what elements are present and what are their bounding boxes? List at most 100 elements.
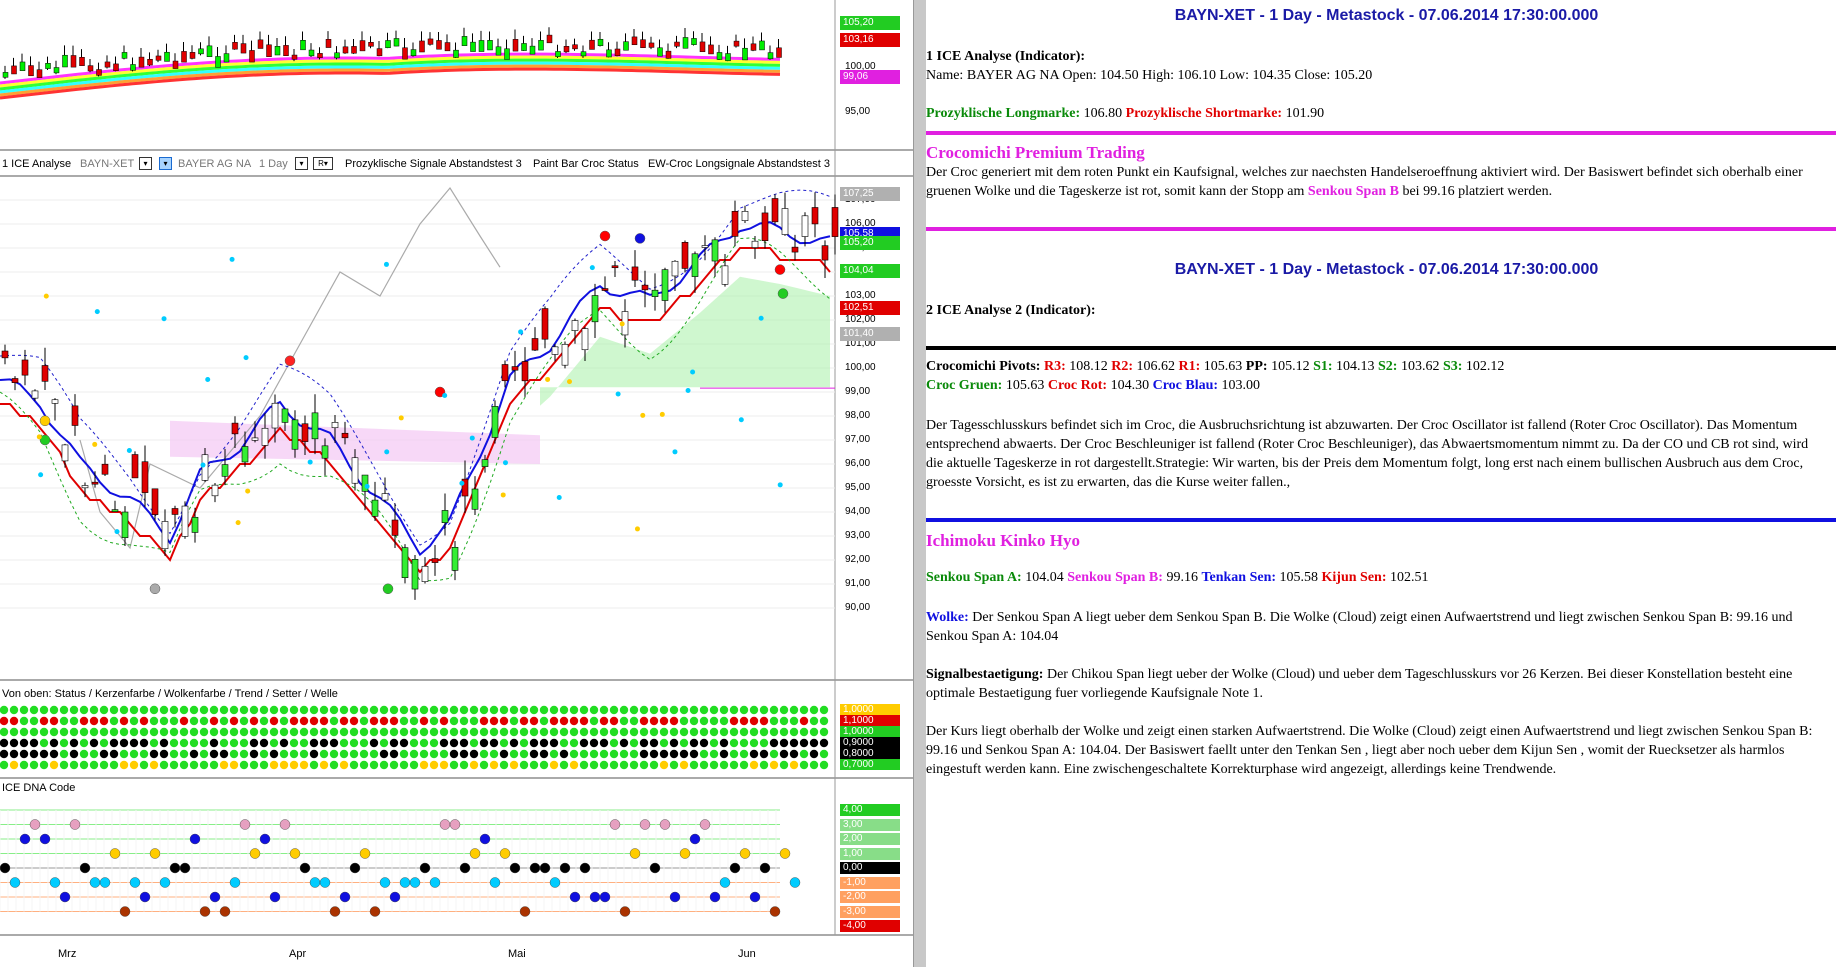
status-dot xyxy=(649,749,659,759)
candle-body xyxy=(331,422,339,429)
symbol-label[interactable]: BAYN-XET xyxy=(80,158,135,170)
candle-body xyxy=(359,40,366,52)
candle-body xyxy=(821,245,829,261)
signal-marker xyxy=(502,460,508,466)
status-dot xyxy=(369,727,379,737)
status-dot xyxy=(649,727,659,737)
status-dot xyxy=(579,727,589,737)
status-dot xyxy=(789,738,799,748)
range-button[interactable]: R▾ xyxy=(313,157,333,170)
signal-marker xyxy=(589,265,595,271)
candle-body xyxy=(682,37,689,49)
status-dot xyxy=(579,749,589,759)
status-dot xyxy=(649,738,659,748)
status-dot xyxy=(299,738,309,748)
status-dot xyxy=(529,727,539,737)
status-dot xyxy=(489,705,499,715)
price-axis-label: 93,00 xyxy=(845,530,871,541)
status-dot xyxy=(599,705,609,715)
candle-body xyxy=(274,46,281,56)
status-dot xyxy=(229,727,239,737)
status-dot xyxy=(249,727,259,737)
dna-dot xyxy=(179,862,191,874)
status-dot xyxy=(359,716,369,726)
status-dot xyxy=(9,749,19,759)
status-dot xyxy=(559,738,569,748)
status-dot xyxy=(349,727,359,737)
candle-body xyxy=(62,54,68,68)
status-dot xyxy=(619,760,629,770)
dna-dot xyxy=(369,906,381,917)
candle-body xyxy=(751,240,759,248)
candle-body xyxy=(361,474,369,492)
candle-body xyxy=(571,320,579,331)
status-dot xyxy=(69,749,79,759)
pane-splitter[interactable] xyxy=(913,0,927,967)
status-dot xyxy=(429,760,439,770)
candle-body xyxy=(101,463,109,475)
status-dot xyxy=(159,738,169,748)
status-dot xyxy=(289,716,299,726)
status-dot xyxy=(729,705,739,715)
status-dot xyxy=(429,705,439,715)
status-dot xyxy=(289,705,299,715)
indicator-prozyklische[interactable]: Prozyklische Signale Abstandstest 3 xyxy=(345,158,522,170)
status-dot xyxy=(0,738,9,748)
candle-body xyxy=(551,346,559,355)
chart-area[interactable]: 105,20 103,16 100,00 99,06 95,00 1 ICE A… xyxy=(0,0,914,967)
chart-canvas[interactable] xyxy=(0,0,913,967)
status-dot xyxy=(279,738,289,748)
candle-body xyxy=(351,46,357,54)
indicator-paint-bar[interactable]: Paint Bar Croc Status xyxy=(533,158,639,170)
candle-body xyxy=(767,52,774,60)
period-dropdown-button[interactable]: ▾ xyxy=(295,157,308,170)
status-dot xyxy=(49,738,59,748)
ribbon-line xyxy=(0,55,781,88)
status-dot xyxy=(139,760,149,770)
status-dot xyxy=(509,738,519,748)
indicator-ew-croc[interactable]: EW-Croc Longsignale Abstandstest 3 xyxy=(648,158,831,170)
analysis-pane[interactable]: BAYN-XET - 1 Day - Metastock - 07.06.201… xyxy=(926,0,1847,967)
status-dot xyxy=(169,705,179,715)
status-dot xyxy=(219,738,229,748)
price-tag: 105,20 xyxy=(840,236,900,251)
status-dot xyxy=(79,716,89,726)
company-label[interactable]: BAYER AG NA xyxy=(178,158,252,170)
candle-body xyxy=(198,48,204,55)
status-dot xyxy=(769,716,779,726)
period-label[interactable]: 1 Day xyxy=(259,158,288,170)
candle-body xyxy=(334,52,340,59)
status-dot xyxy=(109,760,119,770)
kurs-text: Der Kurs liegt oberhalb der Wolke und ze… xyxy=(926,724,1813,777)
status-dot xyxy=(559,716,569,726)
status-dot xyxy=(329,727,339,737)
status-dot xyxy=(719,749,729,759)
signal-marker xyxy=(685,388,691,394)
status-dot xyxy=(289,749,299,759)
status-dot xyxy=(709,727,719,737)
status-dot xyxy=(9,705,19,715)
status-dot xyxy=(499,705,509,715)
status-dot xyxy=(279,749,289,759)
compare-toggle-button[interactable]: ▾ xyxy=(159,157,172,170)
status-dot xyxy=(529,705,539,715)
status-dot xyxy=(0,749,9,759)
candle-body xyxy=(131,454,139,479)
status-dot xyxy=(69,716,79,726)
status-dot xyxy=(749,705,759,715)
indicator-name[interactable]: 1 ICE Analyse xyxy=(2,158,72,170)
status-dot xyxy=(349,738,359,748)
signal-marker xyxy=(92,441,98,447)
status-dot xyxy=(489,738,499,748)
status-dot xyxy=(459,727,469,737)
status-dot xyxy=(119,705,129,715)
status-dot xyxy=(669,727,679,737)
candle-body xyxy=(113,63,119,71)
signal-marker xyxy=(94,309,100,315)
status-dot xyxy=(449,760,459,770)
signal-text: Signalbestaetigung: Der Chikou Span lieg… xyxy=(926,667,1793,701)
status-dot xyxy=(59,760,69,770)
symbol-dropdown-button[interactable]: ▾ xyxy=(139,157,152,170)
status-dot xyxy=(809,738,819,748)
candle-body xyxy=(171,508,179,515)
